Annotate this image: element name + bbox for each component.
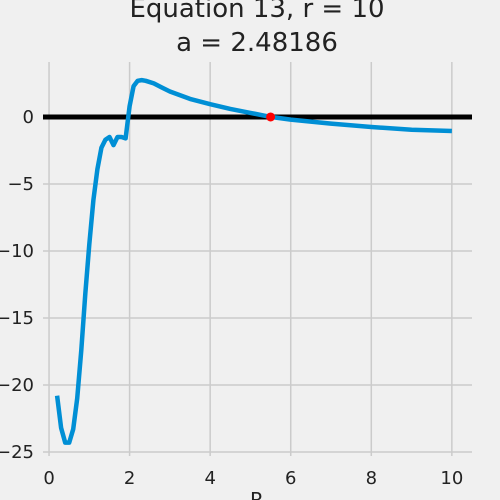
series-line bbox=[57, 80, 452, 443]
y-tick-labels: 0 −5 −10 −15 −20 −25 bbox=[0, 107, 34, 463]
x-tick-label: 2 bbox=[124, 468, 135, 489]
x-tick-labels: 0 2 4 6 8 10 bbox=[43, 468, 463, 489]
y-tick-label: −5 bbox=[7, 174, 34, 195]
y-tick-label: −15 bbox=[0, 308, 34, 329]
x-axis-label: R bbox=[250, 488, 264, 500]
x-gridlines bbox=[49, 62, 452, 456]
marker-group bbox=[266, 112, 275, 121]
x-tick-label: 0 bbox=[43, 468, 54, 489]
root-marker bbox=[266, 112, 275, 121]
chart-subtitle: a = 2.48186 bbox=[176, 28, 338, 58]
y-gridlines bbox=[43, 117, 472, 452]
x-tick-label: 6 bbox=[285, 468, 296, 489]
y-tick-label: 0 bbox=[23, 107, 34, 128]
series-group bbox=[57, 80, 452, 443]
y-tick-label: −25 bbox=[0, 442, 34, 463]
y-tick-label: −10 bbox=[0, 241, 34, 262]
x-tick-label: 8 bbox=[366, 468, 377, 489]
chart-title: Equation 13, r = 10 bbox=[129, 0, 384, 24]
x-tick-label: 4 bbox=[204, 468, 215, 489]
x-tick-label: 10 bbox=[440, 468, 463, 489]
y-tick-label: −20 bbox=[0, 375, 34, 396]
